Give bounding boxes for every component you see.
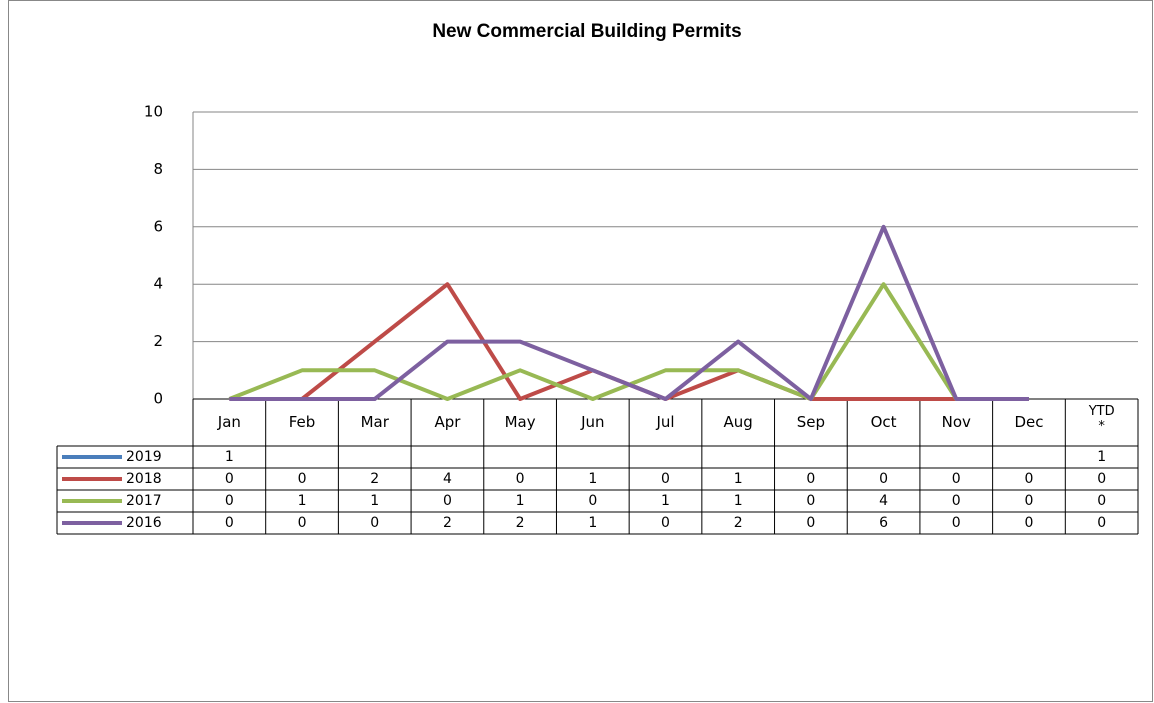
legend-label: 2016 [126,515,162,531]
table-value: 0 [588,493,597,509]
table-value: 0 [952,515,961,531]
x-tick-label: Mar [361,413,390,431]
x-tick-label: Nov [942,413,971,431]
legend-label: 2018 [126,471,162,487]
table-value: 1 [661,493,670,509]
chart-title: New Commercial Building Permits [432,21,741,42]
series-line [229,224,1029,401]
table-value: 0 [806,493,815,509]
chart-frame [8,0,1153,702]
table-value: 0 [225,493,234,509]
table-value: 1 [298,493,307,509]
table-value: 1 [588,515,597,531]
table-value: 0 [806,471,815,487]
x-tick-label: Apr [434,413,461,431]
x-tick-label: May [505,413,536,431]
table-value: 0 [1097,515,1106,531]
y-tick-label: 0 [153,390,163,408]
table-value: 0 [298,471,307,487]
y-tick-label: 2 [153,332,163,350]
table-value: 0 [225,471,234,487]
ytd-label-box: YTD * [1088,404,1115,434]
table-value: 2 [443,515,452,531]
table-value: 0 [516,471,525,487]
table-value: 1 [1097,449,1106,465]
x-tick-label: Jun [580,413,604,431]
table-value: 4 [879,493,888,509]
y-tick-label: 6 [153,217,163,235]
table-value: 0 [806,515,815,531]
x-tick-label: Jul [655,413,674,431]
y-tick-label: 10 [144,103,163,121]
table-value: 1 [588,471,597,487]
table-value: 0 [952,471,961,487]
y-tick-label: 8 [153,160,163,178]
x-tick-label: Oct [871,413,897,431]
table-value: 0 [661,515,670,531]
x-tick-label: Aug [724,413,753,431]
table-value: 1 [516,493,525,509]
x-tick-label: Jan [217,413,241,431]
table-value: 1 [734,471,743,487]
table-value: 1 [734,493,743,509]
table-value: 6 [879,515,888,531]
y-tick-label: 4 [153,275,163,293]
x-tick-label: Dec [1014,413,1043,431]
table-value: 0 [225,515,234,531]
x-tick-label: Sep [797,413,825,431]
table-value: 2 [516,515,525,531]
legend-label: 2019 [126,449,162,465]
table-value: 1 [225,449,234,465]
table-value: 2 [734,515,743,531]
legend-label: 2017 [126,493,162,509]
table-value: 1 [370,493,379,509]
table-value: 0 [1025,493,1034,509]
table-value: 0 [952,493,961,509]
table-value: 2 [370,471,379,487]
x-tick-label: Feb [289,413,316,431]
table-value: 0 [1097,493,1106,509]
table-value: 0 [370,515,379,531]
table-value: 0 [1025,471,1034,487]
table-value: 0 [443,493,452,509]
table-value: 0 [661,471,670,487]
table-value: 0 [298,515,307,531]
table-value: 4 [443,471,452,487]
table-value: 0 [1025,515,1034,531]
table-value: 0 [1097,471,1106,487]
table-value: 0 [879,471,888,487]
ytd-label: YTD * [1088,404,1115,434]
